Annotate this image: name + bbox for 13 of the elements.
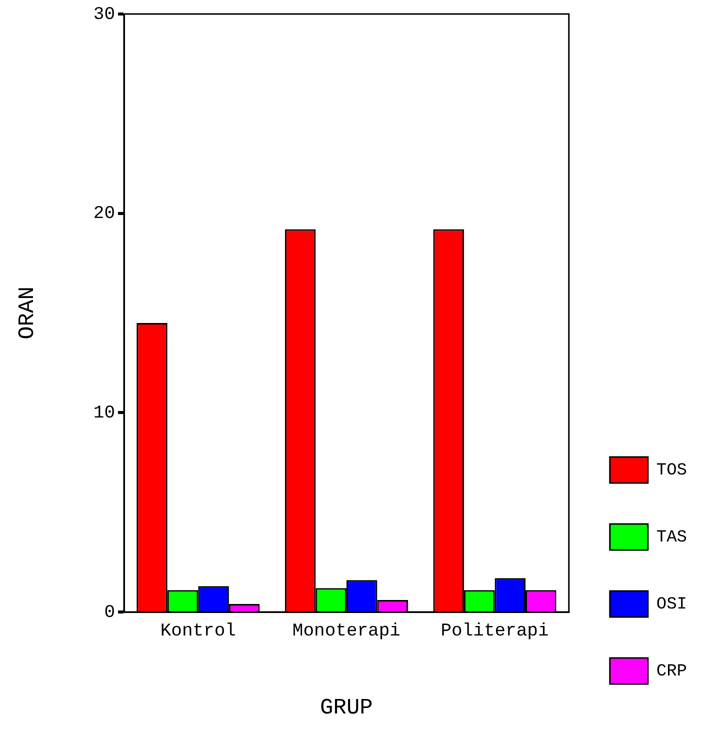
y-tick-label: 0	[104, 602, 116, 623]
legend-label: OSI	[656, 596, 688, 614]
legend-label: TOS	[656, 462, 688, 480]
y-tick-label: 20	[93, 204, 116, 224]
x-tick-label: Monoterapi	[292, 622, 400, 642]
legend-label: CRP	[656, 662, 688, 682]
y-tick-label: 10	[93, 403, 116, 424]
x-tick-label: Politerapi	[440, 622, 549, 642]
x-tick-label: Kontrol	[160, 622, 236, 642]
legend-label: TAS	[656, 528, 688, 548]
x-axis-title: GRUP	[320, 696, 373, 721]
y-axis-title: ORAN	[15, 286, 40, 340]
y-tick-label: 30	[93, 4, 116, 25]
